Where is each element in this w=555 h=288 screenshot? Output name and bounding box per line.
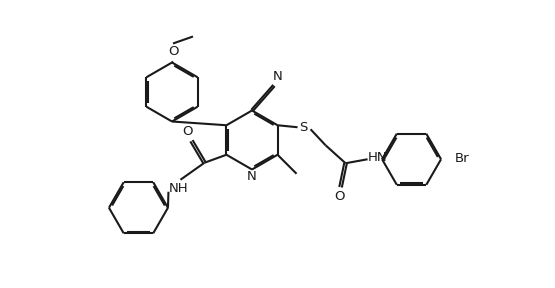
Text: N: N — [247, 170, 257, 183]
Text: O: O — [182, 125, 193, 138]
Text: HN: HN — [368, 151, 387, 164]
Text: S: S — [299, 121, 307, 134]
Text: Br: Br — [455, 152, 470, 165]
Text: O: O — [334, 190, 345, 203]
Text: N: N — [273, 70, 283, 83]
Text: O: O — [168, 45, 178, 58]
Text: NH: NH — [169, 182, 188, 195]
